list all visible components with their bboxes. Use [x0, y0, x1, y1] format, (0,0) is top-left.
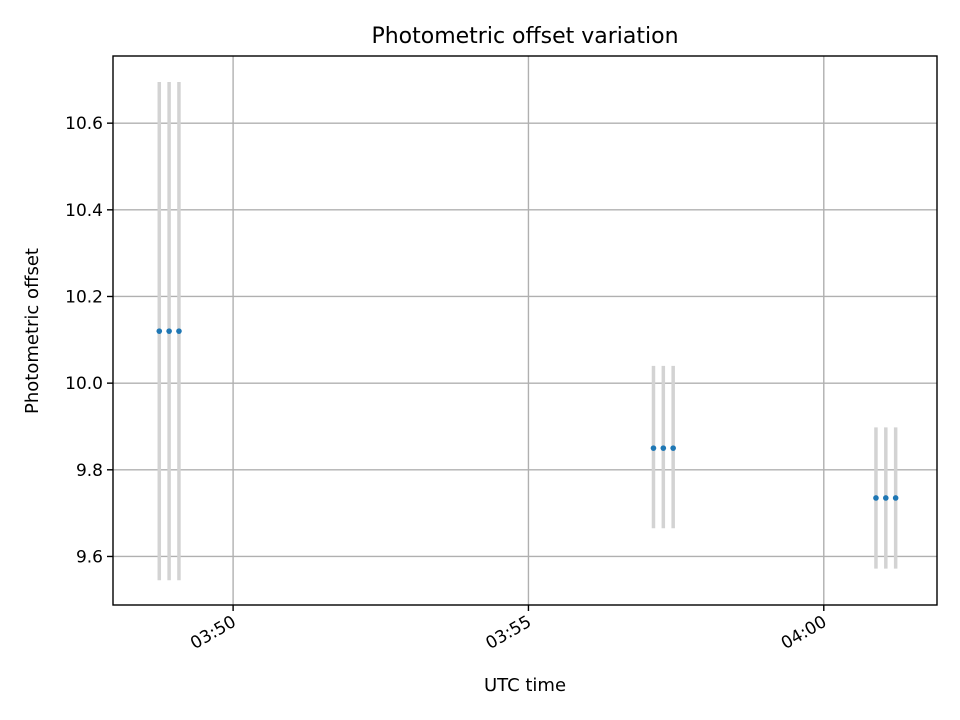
- data-point: [873, 495, 879, 501]
- data-point: [156, 328, 163, 334]
- data-point: [670, 445, 676, 451]
- data-points: [156, 328, 899, 501]
- x-tick-label: 03:50: [187, 612, 239, 654]
- grid: [113, 56, 937, 605]
- chart-title: Photometric offset variation: [371, 24, 678, 49]
- x-axis-label: UTC time: [484, 675, 566, 696]
- data-point: [883, 495, 889, 501]
- y-tick-label: 10.6: [65, 114, 103, 134]
- y-tick-label: 10.4: [65, 201, 103, 221]
- data-point: [892, 495, 899, 501]
- y-tick-label: 9.8: [76, 461, 103, 481]
- data-point: [650, 445, 657, 451]
- y-tick-label: 10.0: [65, 374, 103, 394]
- x-axis-ticks: 03:50 03:55 04:00: [187, 605, 830, 654]
- data-point: [166, 328, 172, 334]
- data-point: [660, 445, 667, 451]
- plot-frame: [112, 55, 938, 606]
- y-tick-label: 9.6: [76, 547, 103, 567]
- y-tick-label: 10.2: [65, 287, 103, 307]
- data-point: [176, 328, 182, 334]
- error-bars: [157, 81, 898, 581]
- x-tick-label: 03:55: [483, 612, 535, 654]
- x-tick-label: 04:00: [778, 612, 830, 654]
- y-axis-label: Photometric offset: [22, 248, 43, 414]
- y-axis-ticks: 9.6 9.8 10.0 10.2 10.4 10.6: [65, 114, 113, 567]
